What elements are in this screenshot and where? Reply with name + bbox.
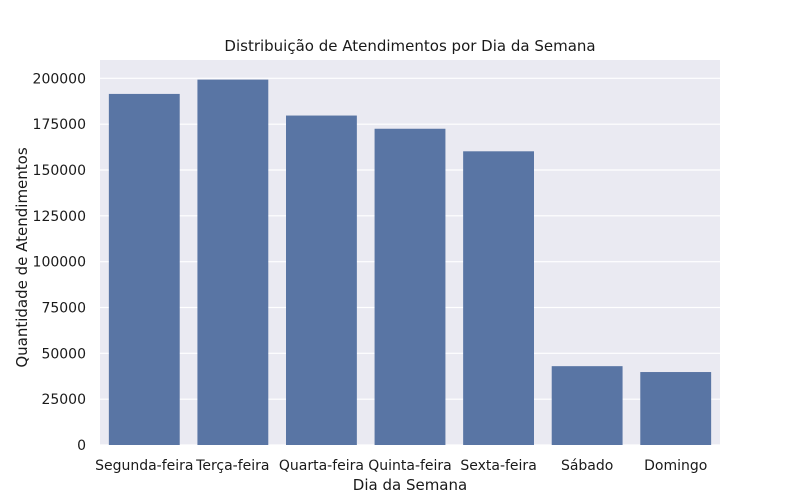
bar-0 — [108, 93, 180, 446]
x-tick-label: Quarta-feira — [279, 458, 364, 474]
y-tick-label: 75000 — [41, 301, 86, 317]
x-tick-label: Sábado — [561, 458, 613, 474]
bar-6 — [640, 372, 712, 445]
y-tick-label: 125000 — [33, 209, 86, 225]
bar-2 — [286, 115, 357, 446]
y-tick-label: 150000 — [33, 163, 86, 179]
bar-4 — [463, 151, 534, 446]
y-tick-label: 0 — [77, 438, 86, 454]
x-tick-labels: Segunda-feira Terça-feira Quarta-feira Quin… — [95, 458, 707, 474]
y-tick-label: 100000 — [33, 255, 86, 271]
x-axis-label: Dia da Semana — [353, 476, 467, 494]
bars — [108, 79, 712, 446]
x-tick-label: Terça-feira — [195, 458, 269, 474]
y-tick-label: 25000 — [41, 392, 86, 408]
chart-title: Distribuição de Atendimentos por Dia da … — [224, 37, 595, 55]
x-tick-label: Sexta-feira — [460, 458, 536, 474]
y-tick-label: 50000 — [41, 346, 86, 362]
y-tick-label: 200000 — [33, 71, 86, 87]
y-tick-label: 175000 — [33, 117, 86, 133]
x-tick-label: Quinta-feira — [368, 458, 452, 474]
y-axis-label: Quantidade de Atendimentos — [13, 147, 31, 368]
x-tick-label: Segunda-feira — [95, 458, 193, 474]
bar-1 — [197, 79, 269, 445]
bar-3 — [374, 128, 446, 445]
y-tick-labels: 0 25000 50000 75000 100000 125000 150000 175000… — [33, 71, 86, 454]
x-tick-label: Domingo — [644, 458, 707, 474]
bar-5 — [551, 366, 623, 445]
